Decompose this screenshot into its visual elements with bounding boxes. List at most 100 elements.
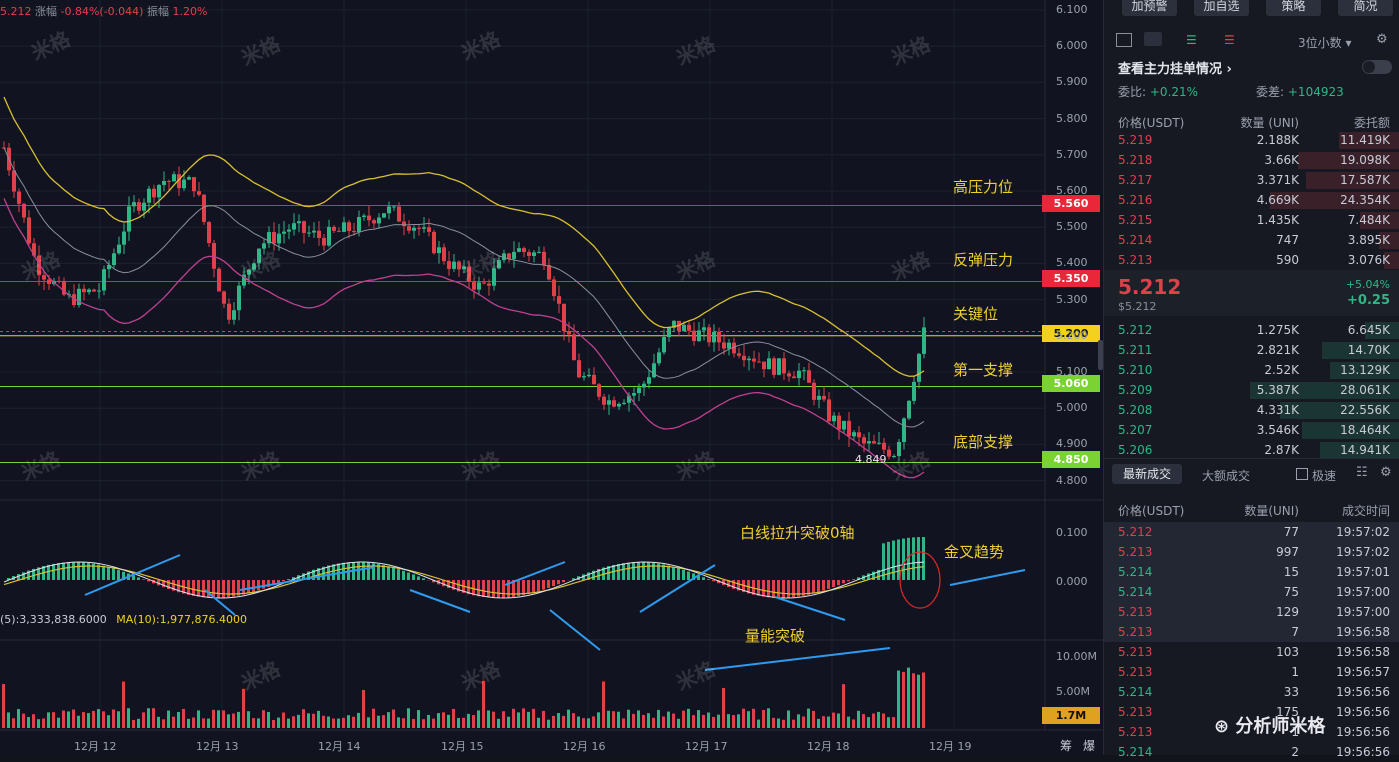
volume-bar <box>132 720 135 728</box>
overview-button[interactable]: 简况 <box>1338 0 1393 16</box>
chip-button[interactable]: 筹 <box>1060 737 1072 754</box>
candle-body <box>907 401 911 419</box>
volume-bar <box>897 671 900 728</box>
volume-bar <box>717 715 720 728</box>
chart-area[interactable]: 5.212 涨幅 -0.84%(-0.044) 振幅 1.20% 高压力位 反弹… <box>0 0 1103 755</box>
volume-bar <box>402 718 405 728</box>
list-filter-icon[interactable]: ☷ <box>1356 465 1368 480</box>
trades-header-qty[interactable]: 数量(UNI) <box>1244 502 1299 519</box>
book-both-icon[interactable] <box>1144 32 1162 46</box>
candle-body <box>707 327 711 342</box>
volume-bar <box>652 718 655 728</box>
layout-icon[interactable] <box>1116 33 1132 47</box>
volume-bar <box>337 719 340 728</box>
volume-bar <box>472 715 475 728</box>
candle-body <box>862 437 866 443</box>
macd-bar <box>522 580 525 595</box>
main-orders-toggle[interactable] <box>1362 60 1392 74</box>
fast-checkbox[interactable] <box>1296 468 1308 480</box>
volume-bar <box>527 712 530 728</box>
ob-header-qty[interactable]: 数量 (UNI) <box>1241 114 1299 131</box>
candle-body <box>142 203 146 211</box>
macd-bar <box>482 580 485 597</box>
macd-bar <box>147 580 150 581</box>
boll-mid <box>4 148 924 427</box>
macd-bar <box>137 577 140 580</box>
macd-bar <box>47 565 50 580</box>
macd-bar <box>192 580 195 596</box>
volume-bar <box>597 712 600 728</box>
candle-body <box>112 253 116 265</box>
macd-bar <box>287 579 290 580</box>
candle-body <box>577 360 581 377</box>
settings-icon[interactable]: ⚙ <box>1376 32 1388 47</box>
trades-header-time: 成交时间 <box>1342 502 1390 519</box>
tab-large-trades[interactable]: 大额成交 <box>1202 467 1250 484</box>
view-main-orders-link[interactable]: 查看主力挂单情况 › <box>1118 58 1232 77</box>
candle-body <box>132 202 136 206</box>
alert-button[interactable]: 加预警 <box>1122 0 1177 16</box>
volume-bar <box>882 713 885 728</box>
macd-bar <box>397 569 400 580</box>
add-watchlist-button[interactable]: 加自选 <box>1194 0 1249 16</box>
candle-body <box>432 232 436 253</box>
volume-bar <box>587 718 590 728</box>
ob-header-amount[interactable]: 委托额 <box>1354 114 1390 131</box>
book-bids-icon[interactable]: ☰ <box>1186 33 1197 47</box>
macd-bar <box>112 568 115 580</box>
macd-bar <box>102 566 105 580</box>
candle-body <box>717 332 721 343</box>
volume-bar <box>917 675 920 728</box>
macd-bar <box>337 563 340 580</box>
amp-value: 1.20% <box>172 5 207 18</box>
volume-bar <box>742 709 745 728</box>
book-asks-icon[interactable]: ☰ <box>1224 33 1235 47</box>
kline-chart[interactable] <box>0 0 1103 755</box>
precision-select[interactable]: 3位小数 ▾ <box>1298 34 1352 51</box>
x-tick-6: 12月 18 <box>807 738 850 754</box>
volume-bar <box>62 711 65 728</box>
macd-bar <box>712 580 715 581</box>
volume-bar <box>397 717 400 728</box>
candle-body <box>682 325 686 331</box>
trade-settings-icon[interactable]: ⚙ <box>1380 465 1392 480</box>
strategy-button[interactable]: 策略 <box>1266 0 1321 16</box>
ask-amount: 17.587K <box>1340 173 1390 187</box>
x-tick-3: 12月 15 <box>441 738 484 754</box>
volume-bar <box>297 715 300 728</box>
volume-bar <box>477 710 480 728</box>
burst-button[interactable]: 爆 <box>1083 737 1095 754</box>
macd-bar <box>547 580 550 588</box>
bid-qty: 2.821K <box>1257 343 1299 357</box>
macd-bar <box>472 580 475 595</box>
volume-bar <box>692 715 695 728</box>
tab-latest-trades[interactable]: 最新成交 <box>1112 464 1182 484</box>
candle-body <box>327 227 331 246</box>
volume-bar <box>367 717 370 728</box>
price-tick: 5.100 <box>1056 365 1088 378</box>
candle-body <box>387 206 391 213</box>
x-tick-2: 12月 14 <box>318 738 361 754</box>
bid-price: 5.212 <box>1118 323 1152 337</box>
volume-bar <box>592 716 595 728</box>
candle-body <box>607 400 611 404</box>
precision-value: 3位小数 <box>1298 36 1342 50</box>
volume-bar <box>517 712 520 728</box>
volume-bar <box>7 712 10 728</box>
candle-body <box>172 174 176 181</box>
